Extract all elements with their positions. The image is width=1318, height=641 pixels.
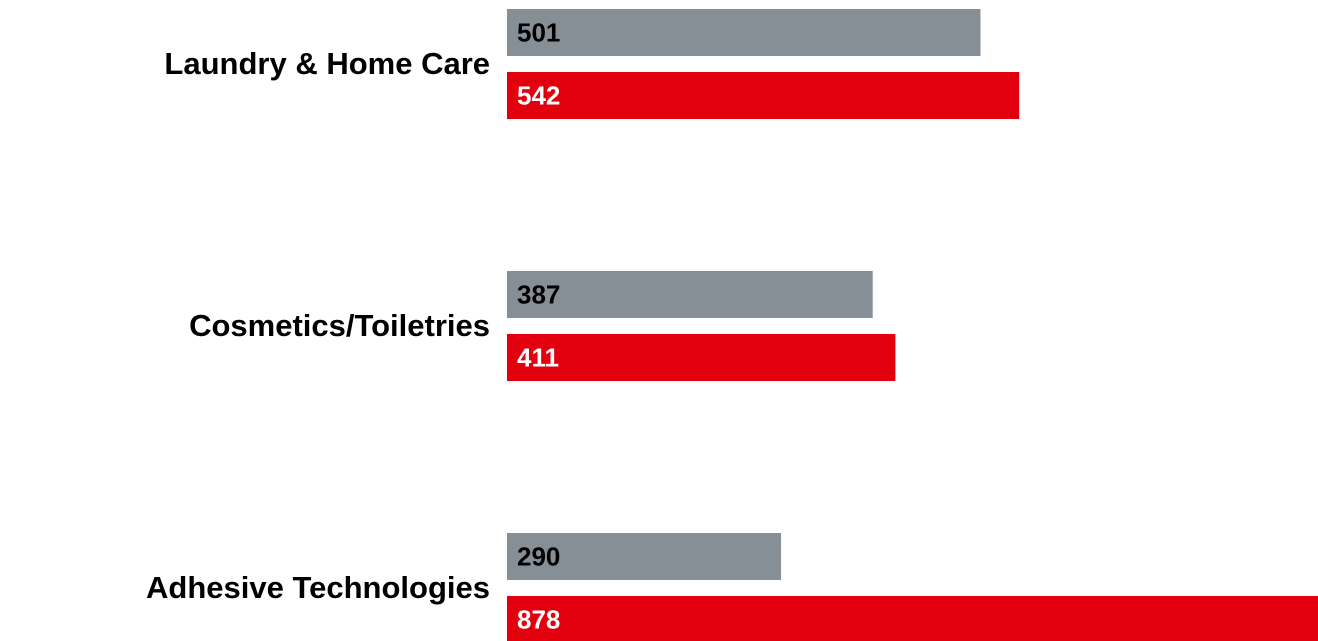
value-label: 387: [517, 279, 560, 309]
value-label: 411: [517, 342, 559, 372]
value-label: 878: [517, 604, 560, 634]
bar: [507, 533, 782, 580]
value-label: 501: [517, 17, 560, 47]
value-label: 542: [517, 80, 560, 110]
category-label: Laundry & Home Care: [164, 46, 490, 81]
category-label: Cosmetics/Toiletries: [189, 308, 490, 343]
bar: [507, 596, 1318, 641]
bar: [507, 334, 896, 381]
value-label: 290: [517, 541, 560, 571]
bar: [507, 271, 873, 318]
category-label: Adhesive Technologies: [146, 570, 490, 605]
bar: [507, 72, 1020, 119]
bar: [507, 9, 981, 56]
